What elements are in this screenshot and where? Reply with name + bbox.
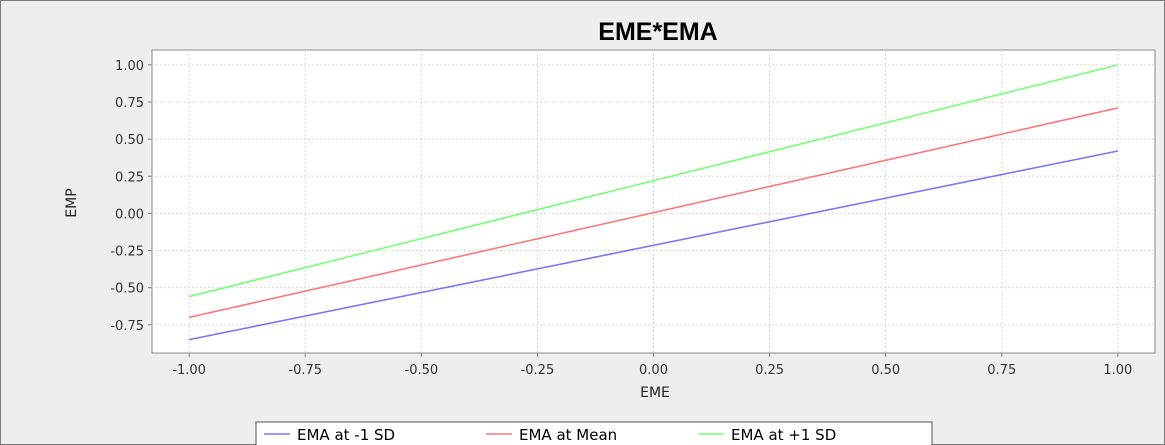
x-tick-label: 0.75 <box>987 363 1016 378</box>
y-tick-label: 0.50 <box>115 133 144 148</box>
tick-labels: -1.00 -0.75 -0.50 -0.25 0.00 0.25 0.50 0.75 1.00… <box>110 59 1132 378</box>
x-tick-label: -0.75 <box>288 363 322 378</box>
series-line <box>188 150 1119 341</box>
x-tick-label: 1.00 <box>1103 363 1132 378</box>
legend-label: EMA at +1 SD <box>731 426 836 444</box>
series-line <box>188 107 1119 319</box>
y-tick-label: -0.50 <box>110 282 144 297</box>
series-line <box>188 64 1119 298</box>
y-tick-label: -0.75 <box>110 319 144 334</box>
x-axis-label: EME <box>640 385 670 401</box>
x-tick-label: 0.50 <box>871 363 900 378</box>
legend-box <box>255 421 933 445</box>
y-tick-label: -0.25 <box>110 245 144 260</box>
y-tick-label: 1.00 <box>115 59 144 74</box>
x-tick-label: -1.00 <box>172 363 206 378</box>
y-tick-label: 0.00 <box>115 207 144 222</box>
y-axis-label: EMP <box>64 188 80 217</box>
x-tick-label: -0.25 <box>521 363 555 378</box>
x-tick-label: 0.25 <box>755 363 784 378</box>
legend-label: EMA at Mean <box>519 426 617 444</box>
x-tick-label: -0.50 <box>405 363 439 378</box>
x-tick-label: 0.00 <box>639 363 668 378</box>
y-tick-label: 0.25 <box>115 170 144 185</box>
legend: EMA at -1 SD EMA at Mean EMA at +1 SD <box>255 421 933 445</box>
legend-label: EMA at -1 SD <box>297 426 395 444</box>
series-lines <box>188 64 1119 341</box>
y-tick-label: 0.75 <box>115 96 144 111</box>
chart-title: EME*EMA <box>598 18 717 46</box>
